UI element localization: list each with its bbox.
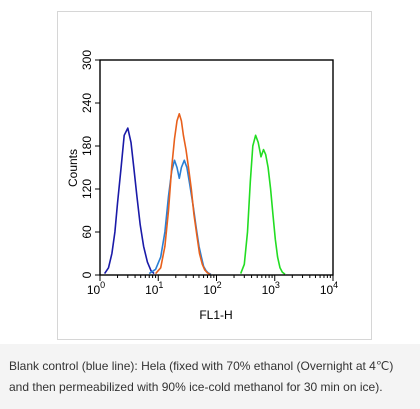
x-tick-label: 100: [87, 280, 105, 297]
y-tick-label: 0: [80, 271, 94, 278]
series-layer: [103, 113, 286, 276]
y-tick-label: 180: [80, 136, 94, 156]
plot-frame: [99, 59, 334, 276]
x-tick-label: 104: [320, 280, 338, 297]
x-tick-label: 102: [203, 280, 221, 297]
flow-cytometry-histogram: 100 101 102 103 104 0 60 120 180 240 300 FL1-H Co…: [66, 50, 338, 322]
y-tick-label: 120: [80, 179, 94, 199]
y-tick-label: 300: [80, 50, 94, 70]
figure-frame: 100 101 102 103 104 0 60 120 180 240 300 FL1-H Co…: [57, 11, 372, 340]
y-axis-label: Counts: [66, 149, 80, 187]
series-line-2: [148, 159, 212, 276]
figure-caption: Blank control (blue line): Hela (fixed w…: [9, 359, 394, 394]
caption-bar: Blank control (blue line): Hela (fixed w…: [0, 344, 420, 409]
x-axis-ticks: 100 101 102 103 104: [87, 275, 338, 297]
y-axis-ticks: 0 60 120 180 240 300: [80, 50, 100, 278]
series-line-1: [103, 127, 155, 275]
y-tick-label: 240: [80, 93, 94, 113]
x-tick-label: 103: [262, 280, 280, 297]
x-tick-label: 101: [145, 280, 163, 297]
x-axis-label: FL1-H: [199, 308, 232, 322]
series-line-4: [239, 134, 286, 275]
y-tick-label: 60: [80, 225, 94, 239]
series-line-3: [154, 113, 211, 276]
